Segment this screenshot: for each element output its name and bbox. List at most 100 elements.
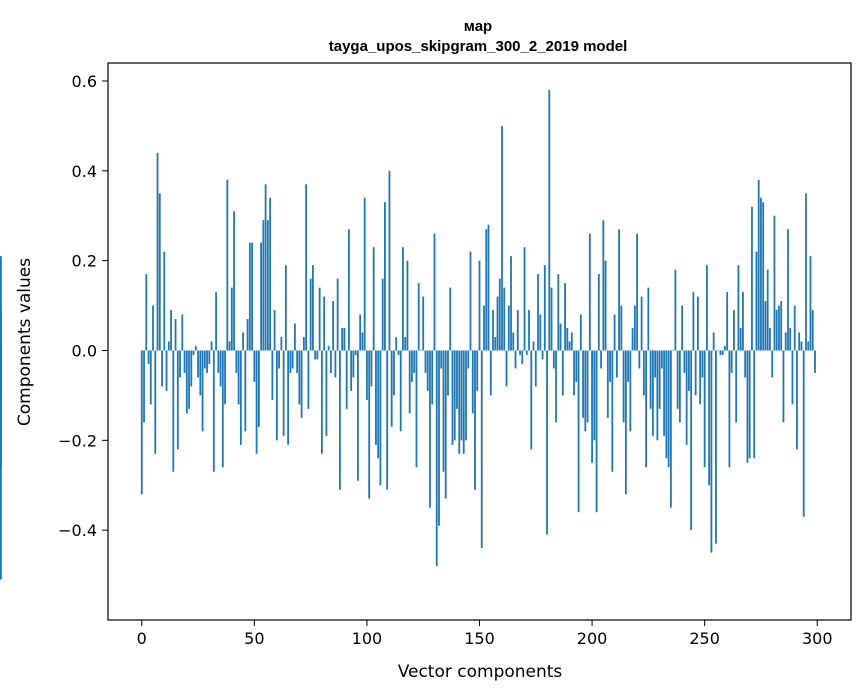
bar-154 xyxy=(487,224,490,351)
bar-122 xyxy=(415,350,418,468)
bar-155 xyxy=(489,350,492,396)
bar-83 xyxy=(327,345,330,351)
bar-266 xyxy=(739,328,742,351)
bar-223 xyxy=(642,350,645,396)
bar-51 xyxy=(255,350,258,454)
bar-59 xyxy=(273,310,276,351)
bar-298 xyxy=(811,310,814,351)
bar-82 xyxy=(325,350,328,436)
bar-141 xyxy=(458,350,461,454)
bar-254 xyxy=(712,332,715,351)
bar-284 xyxy=(780,301,783,351)
bar-86 xyxy=(334,350,337,378)
bar-14 xyxy=(172,350,175,472)
y-tick-label: 0.4 xyxy=(72,162,97,181)
bar-121 xyxy=(413,350,416,373)
bar-204 xyxy=(600,350,602,369)
bar-162 xyxy=(505,350,508,387)
bar-293 xyxy=(800,341,803,351)
bar-159 xyxy=(498,278,501,351)
bar-247 xyxy=(697,296,699,351)
bar-171 xyxy=(525,350,528,355)
bar-263 xyxy=(733,310,735,351)
bar-244 xyxy=(690,350,693,531)
bar-128 xyxy=(429,350,431,508)
bar-187 xyxy=(561,350,564,396)
x-tick-label: 300 xyxy=(802,629,833,648)
bar-206 xyxy=(604,260,607,351)
bar-278 xyxy=(766,269,769,351)
bar-271 xyxy=(751,206,753,351)
y-axis-label: Components values xyxy=(15,258,35,426)
bar-256 xyxy=(717,350,720,351)
bar-3 xyxy=(147,350,150,364)
bar-153 xyxy=(485,229,488,351)
bar-191 xyxy=(570,332,573,351)
bar-157 xyxy=(494,337,497,351)
bar-172 xyxy=(528,310,530,351)
bar-149 xyxy=(476,350,479,391)
bar-98 xyxy=(361,332,364,351)
bar-120 xyxy=(411,350,413,382)
bar-129 xyxy=(431,350,434,405)
bar-253 xyxy=(710,350,713,553)
bar-255 xyxy=(715,350,717,544)
bar-163 xyxy=(507,305,510,351)
bar-276 xyxy=(762,202,765,351)
bar-158 xyxy=(496,296,499,351)
bar-200 xyxy=(591,350,593,463)
bar-160 xyxy=(501,125,503,351)
bar-178 xyxy=(541,350,544,360)
bar-275 xyxy=(760,197,762,351)
bar-268 xyxy=(744,350,747,378)
bar-286 xyxy=(784,332,787,351)
bar-94 xyxy=(352,350,355,378)
bar-99 xyxy=(363,197,366,351)
bar-221 xyxy=(638,350,641,369)
bar-167 xyxy=(516,310,519,351)
bar-47 xyxy=(246,319,249,351)
bar-288 xyxy=(789,328,792,351)
bar-168 xyxy=(519,350,521,355)
bar-194 xyxy=(577,350,580,513)
bar-65 xyxy=(287,350,290,445)
bar-35 xyxy=(219,350,222,387)
bar-95 xyxy=(354,350,357,355)
y-tick-label: 0.6 xyxy=(72,72,97,91)
bar-294 xyxy=(802,350,805,517)
bar-282 xyxy=(775,310,778,351)
bar-237 xyxy=(674,269,677,351)
bar-85 xyxy=(332,301,335,351)
x-tick-label: 100 xyxy=(352,629,383,648)
bar-277 xyxy=(764,301,767,351)
bar-164 xyxy=(510,256,512,351)
bar-118 xyxy=(406,260,409,351)
bar-84 xyxy=(330,350,332,373)
bar-13 xyxy=(170,310,172,351)
bar-289 xyxy=(791,350,794,405)
bar-259 xyxy=(724,345,726,351)
bar-146 xyxy=(469,251,472,351)
bar-227 xyxy=(651,350,654,436)
bar-239 xyxy=(678,350,681,423)
bar-238 xyxy=(676,350,679,409)
bar-11 xyxy=(165,350,168,391)
bar-54 xyxy=(262,220,265,351)
bar-8 xyxy=(158,193,161,351)
bar-55 xyxy=(264,184,267,351)
bar-235 xyxy=(669,350,672,508)
plot-frame xyxy=(107,62,852,621)
bar-undefined xyxy=(0,256,2,351)
bar-97 xyxy=(359,314,362,351)
bar-257 xyxy=(719,350,722,355)
bar-231 xyxy=(660,350,663,369)
bar-283 xyxy=(778,305,780,351)
bar-131 xyxy=(435,350,438,567)
bar-undefined xyxy=(0,305,2,351)
bar-272 xyxy=(753,350,756,459)
bar-15 xyxy=(174,319,177,351)
bar-210 xyxy=(613,314,616,351)
bar-251 xyxy=(706,265,708,351)
bar-12 xyxy=(167,341,170,351)
bar-76 xyxy=(311,265,314,351)
